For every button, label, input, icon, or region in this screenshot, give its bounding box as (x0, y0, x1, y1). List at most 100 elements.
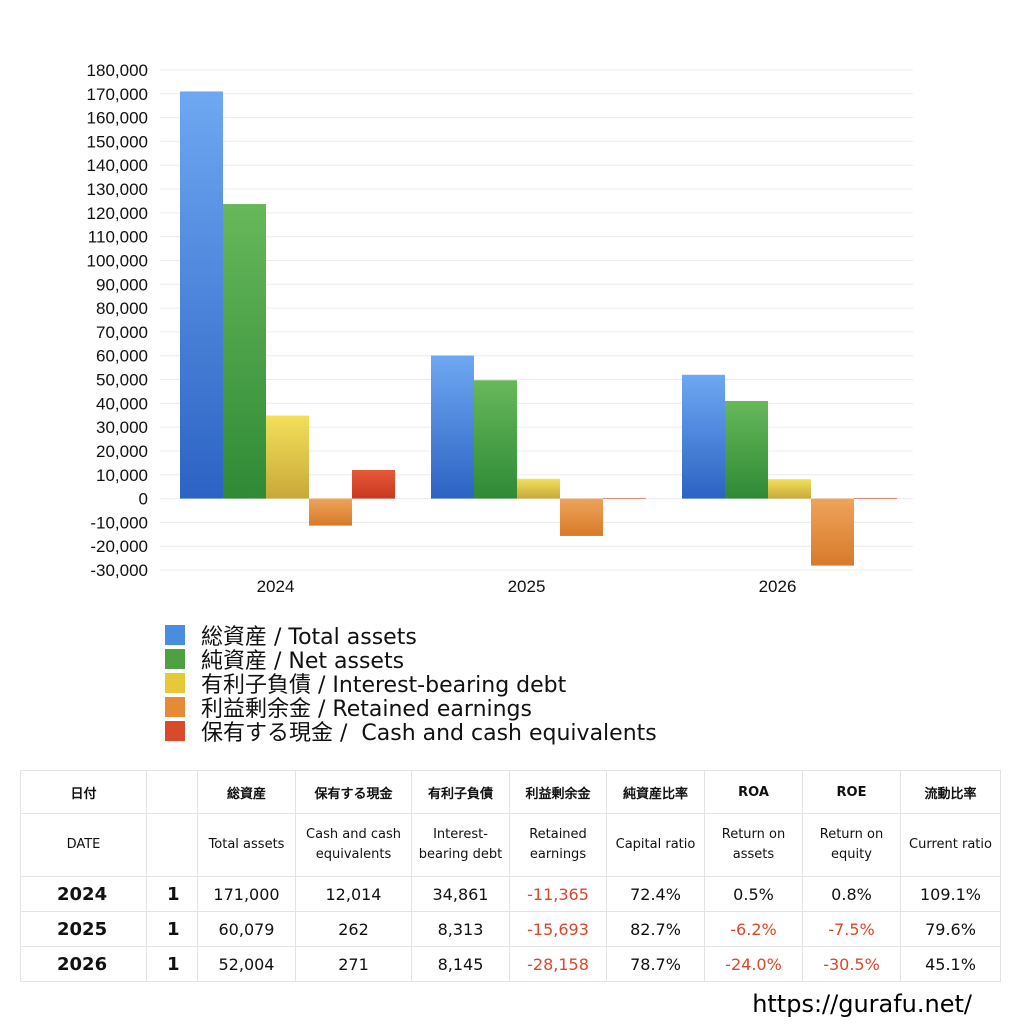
capital-ratio-cell: 82.7% (606, 911, 705, 947)
roe-cell: -30.5% (802, 946, 901, 982)
table-header-jp: 日付 総資産 保有する現金 有利子負債 利益剰余金 純資産比率 ROA ROE … (20, 770, 1001, 814)
y-tick-label: 120,000 (87, 204, 148, 223)
y-tick-label: 110,000 (88, 228, 148, 247)
roa-cell: 0.5% (704, 876, 803, 912)
table-row: 2024 1 171,000 12,014 34,861 -11,365 72.… (20, 876, 1001, 912)
legend-swatch (165, 625, 185, 645)
legend-swatch (165, 649, 185, 669)
bar (854, 497, 897, 499)
retained-cell: -28,158 (509, 946, 607, 982)
debt-cell: 34,861 (411, 876, 510, 912)
bar (682, 374, 725, 499)
bar (309, 498, 352, 526)
y-tick-label: 60,000 (96, 347, 148, 366)
y-tick-label: -30,000 (90, 561, 148, 580)
date-cell: 2024 (20, 876, 147, 912)
header-cell: DATE (20, 813, 147, 877)
current-ratio-cell: 45.1% (900, 946, 1001, 982)
legend-swatch (165, 721, 185, 741)
bar (474, 380, 517, 499)
header-cell: 利益剰余金 (509, 770, 607, 814)
header-cell: ROE (802, 770, 901, 814)
y-tick-label: -20,000 (90, 537, 148, 556)
legend-label: 保有する現金 / Cash and cash equivalents (201, 721, 657, 746)
y-tick-label: 170,000 (87, 85, 148, 104)
total-assets-cell: 171,000 (197, 876, 296, 912)
capital-ratio-cell: 78.7% (606, 946, 705, 982)
header-cell: ROA (704, 770, 803, 814)
bar (725, 400, 768, 499)
header-cell: Cash and cash equivalents (295, 813, 412, 877)
y-tick-label: 90,000 (96, 275, 148, 294)
y-tick-label: 20,000 (96, 442, 148, 461)
roa-cell: -24.0% (704, 946, 803, 982)
legend-item-retained-earnings: 利益剰余金 / Retained earnings (165, 695, 657, 722)
legend-label: 純資産 / Net assets (201, 649, 405, 674)
table-row: 2026 1 52,004 271 8,145 -28,158 78.7% -2… (20, 946, 1001, 982)
header-cell: 有利子負債 (411, 770, 510, 814)
cash-cell: 271 (295, 946, 412, 982)
retained-cell: -11,365 (509, 876, 607, 912)
table-header-en: DATE Total assets Cash and cash equivale… (20, 813, 1001, 877)
header-cell: 流動比率 (900, 770, 1001, 814)
bar (517, 478, 560, 499)
quarter-cell: 1 (146, 876, 198, 912)
header-cell (146, 813, 198, 877)
retained-cell: -15,693 (509, 911, 607, 947)
header-cell: Interest-bearing debt (411, 813, 510, 877)
header-cell: Return on equity (802, 813, 901, 877)
y-tick-label: 40,000 (96, 394, 148, 413)
date-cell: 2025 (20, 911, 147, 947)
quarter-cell: 1 (146, 946, 198, 982)
header-cell: 日付 (20, 770, 147, 814)
table-row: 2025 1 60,079 262 8,313 -15,693 82.7% -6… (20, 911, 1001, 947)
y-tick-label: 140,000 (87, 156, 148, 175)
roe-cell: -7.5% (802, 911, 901, 947)
header-cell: Total assets (197, 813, 296, 877)
financial-table: 日付 総資産 保有する現金 有利子負債 利益剰余金 純資産比率 ROA ROE … (20, 770, 1001, 982)
roa-cell: -6.2% (704, 911, 803, 947)
header-cell: 総資産 (197, 770, 296, 814)
header-cell (146, 770, 198, 814)
header-cell: Capital ratio (606, 813, 705, 877)
legend-item-interest-bearing-debt: 有利子負債 / Interest-bearing debt (165, 671, 657, 698)
total-assets-cell: 52,004 (197, 946, 296, 982)
total-assets-cell: 60,079 (197, 911, 296, 947)
x-tick-label: 2025 (508, 577, 546, 596)
quarter-cell: 1 (146, 911, 198, 947)
capital-ratio-cell: 72.4% (606, 876, 705, 912)
cash-cell: 262 (295, 911, 412, 947)
header-cell: 保有する現金 (295, 770, 412, 814)
legend-label: 利益剰余金 / Retained earnings (201, 697, 532, 722)
bar (266, 415, 309, 499)
current-ratio-cell: 109.1% (900, 876, 1001, 912)
bar (768, 479, 811, 499)
x-tick-label: 2026 (759, 577, 797, 596)
bars (180, 91, 897, 566)
debt-cell: 8,145 (411, 946, 510, 982)
bar (180, 91, 223, 499)
y-tick-label: 50,000 (96, 371, 148, 390)
current-ratio-cell: 79.6% (900, 911, 1001, 947)
y-axis-ticks: -30,000 -20,000 -10,000 0 10,000 20,000 30,000… (87, 61, 148, 580)
header-cell: Retained earnings (509, 813, 607, 877)
y-tick-label: 70,000 (96, 323, 148, 342)
legend-swatch (165, 697, 185, 717)
legend-item-total-assets: 総資産 / Total assets (165, 623, 657, 650)
y-tick-label: 180,000 (87, 61, 148, 80)
date-cell: 2026 (20, 946, 147, 982)
y-tick-label: 100,000 (87, 251, 148, 270)
x-tick-label: 2024 (257, 577, 295, 596)
y-tick-label: 80,000 (96, 299, 148, 318)
y-tick-label: 0 (139, 490, 148, 509)
bar (223, 204, 266, 499)
legend-label: 有利子負債 / Interest-bearing debt (201, 673, 567, 698)
bar (560, 498, 603, 536)
cash-cell: 12,014 (295, 876, 412, 912)
source-url[interactable]: https://gurafu.net/ (752, 990, 972, 1018)
y-tick-label: 160,000 (87, 109, 148, 128)
legend-item-cash: 保有する現金 / Cash and cash equivalents (165, 719, 657, 746)
header-cell: Return on assets (704, 813, 803, 877)
header-cell: 純資産比率 (606, 770, 705, 814)
legend-item-net-assets: 純資産 / Net assets (165, 647, 657, 674)
